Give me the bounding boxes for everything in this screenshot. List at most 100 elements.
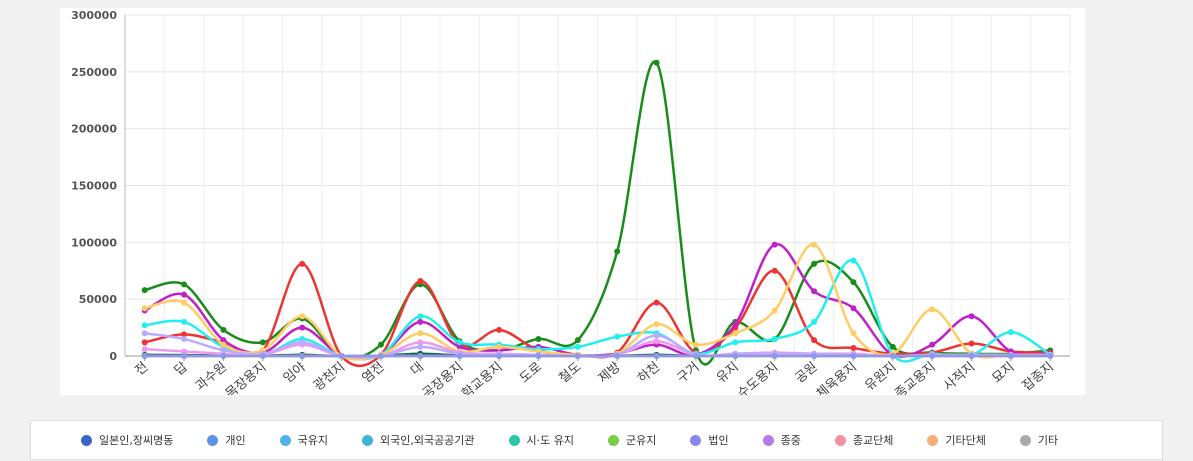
legend-item[interactable]: 군유지 bbox=[608, 432, 656, 448]
legend-swatch bbox=[508, 434, 520, 446]
legend-item[interactable]: 종교단체 bbox=[834, 432, 894, 448]
point bbox=[220, 337, 227, 344]
point bbox=[181, 291, 188, 298]
y-tick-label: 200000 bbox=[71, 123, 117, 136]
point bbox=[771, 353, 778, 359]
point bbox=[771, 335, 778, 342]
point bbox=[968, 313, 975, 320]
x-tick-label: 철도 bbox=[556, 360, 584, 387]
x-tick-label: 잡종지 bbox=[1020, 360, 1057, 395]
x-tick-label: 종교용지 bbox=[892, 360, 938, 395]
point bbox=[811, 337, 818, 344]
point bbox=[417, 277, 424, 284]
point bbox=[220, 326, 227, 333]
x-tick-label: 광천지 bbox=[311, 360, 348, 395]
legend-item[interactable]: 종중 bbox=[762, 432, 801, 448]
y-tick-label: 300000 bbox=[71, 9, 117, 22]
point bbox=[496, 326, 503, 333]
legend-label: 기타단체 bbox=[945, 434, 986, 447]
x-tick-label: 임야 bbox=[281, 360, 309, 387]
point bbox=[299, 260, 306, 267]
x-tick-label: 염전 bbox=[360, 360, 388, 387]
legend-label: 기타 bbox=[1037, 434, 1059, 447]
legend-swatch bbox=[690, 434, 702, 446]
point bbox=[496, 353, 503, 359]
point bbox=[299, 353, 306, 359]
point bbox=[811, 353, 818, 359]
point bbox=[338, 353, 345, 359]
point bbox=[653, 338, 660, 345]
legend-label: 시·도 유지 bbox=[526, 434, 575, 447]
point bbox=[692, 341, 699, 348]
point bbox=[141, 339, 148, 346]
legend-label: 개인 bbox=[225, 434, 246, 447]
point bbox=[653, 321, 660, 328]
x-tick-label: 학교용지 bbox=[459, 360, 505, 395]
point bbox=[141, 287, 148, 294]
point bbox=[653, 353, 660, 359]
point bbox=[417, 343, 424, 350]
point bbox=[850, 257, 857, 264]
point bbox=[535, 335, 542, 342]
legend-label: 군유지 bbox=[626, 434, 657, 447]
point bbox=[614, 248, 621, 255]
point bbox=[850, 353, 857, 359]
point bbox=[456, 353, 463, 359]
point bbox=[181, 299, 188, 306]
y-tick-label: 250000 bbox=[71, 66, 117, 79]
point bbox=[574, 337, 581, 344]
x-tick-label: 도로 bbox=[517, 360, 545, 387]
point bbox=[535, 353, 542, 359]
legend-item[interactable]: 일본인,장씨명동 bbox=[81, 432, 173, 448]
point bbox=[929, 341, 936, 348]
point bbox=[968, 353, 975, 359]
point bbox=[181, 353, 188, 359]
point bbox=[141, 305, 148, 312]
point bbox=[141, 346, 148, 353]
x-tick-label: 공원 bbox=[793, 360, 821, 387]
legend-label: 일본인,장씨명동 bbox=[99, 434, 174, 447]
point bbox=[811, 318, 818, 325]
point bbox=[929, 353, 936, 359]
point bbox=[614, 353, 621, 359]
point bbox=[653, 332, 660, 339]
point bbox=[850, 279, 857, 286]
point bbox=[417, 353, 424, 359]
point bbox=[929, 306, 936, 313]
x-tick-label: 목장용지 bbox=[223, 360, 269, 395]
legend-swatch bbox=[81, 434, 92, 446]
legend-item[interactable]: 법인 bbox=[690, 432, 729, 448]
point bbox=[417, 339, 424, 346]
legend-item[interactable]: 외국인,외국공공기관 bbox=[361, 432, 475, 448]
point bbox=[811, 288, 818, 295]
point bbox=[496, 343, 503, 350]
point bbox=[141, 322, 148, 329]
point bbox=[771, 307, 778, 314]
point bbox=[259, 353, 266, 359]
legend-item[interactable]: 개인 bbox=[207, 432, 246, 448]
x-tick-label: 유지 bbox=[714, 360, 742, 387]
x-tick-label: 구거 bbox=[675, 360, 703, 387]
legend-swatch bbox=[762, 434, 774, 446]
point bbox=[456, 343, 463, 350]
legend-item[interactable]: 시·도 유지 bbox=[508, 432, 575, 448]
legend-item[interactable]: 국유지 bbox=[279, 432, 328, 448]
point bbox=[968, 340, 975, 347]
legend-item[interactable]: 기타단체 bbox=[927, 432, 986, 448]
point bbox=[377, 353, 384, 359]
legend-swatch bbox=[608, 434, 620, 446]
point bbox=[1047, 353, 1054, 359]
point bbox=[574, 353, 581, 359]
legend-label: 종교단체 bbox=[852, 434, 894, 447]
legend-swatch bbox=[927, 434, 939, 446]
legend: 일본인,장씨명동 개인 국유지 외국인,외국공공기관 시·도 유지 군유지 법인 종중 종교단체… bbox=[30, 420, 1163, 460]
x-tick-label: 묘지 bbox=[990, 360, 1018, 387]
legend-item[interactable]: 기타 bbox=[1019, 432, 1059, 448]
legend-swatch bbox=[834, 434, 846, 446]
legend-label: 종중 bbox=[780, 434, 801, 447]
point bbox=[1007, 353, 1014, 359]
point bbox=[653, 59, 660, 66]
x-tick-label: 답 bbox=[172, 360, 191, 379]
